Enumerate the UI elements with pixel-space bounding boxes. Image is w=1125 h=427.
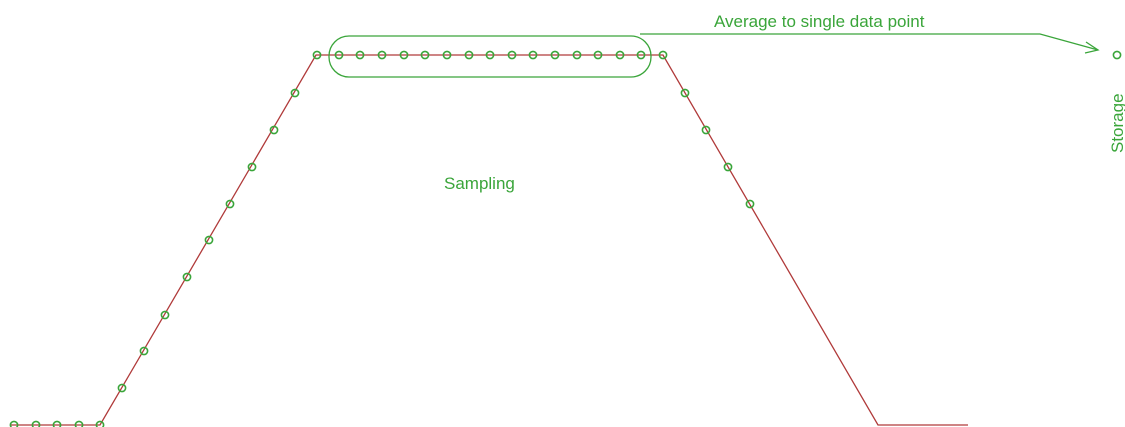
sample-point — [636, 50, 646, 60]
sample-point — [701, 125, 711, 135]
arrow-head-icon — [1084, 41, 1100, 54]
annotation-label: Average to single data point — [714, 12, 925, 31]
sample-point — [615, 50, 625, 60]
sample-point — [355, 50, 365, 60]
sample-point — [31, 420, 41, 427]
sample-point — [723, 162, 733, 172]
sample-point — [572, 50, 582, 60]
sample-point — [269, 125, 279, 135]
storage-point — [1112, 50, 1122, 60]
sample-point — [464, 50, 474, 60]
sample-point — [680, 88, 690, 98]
sample-point — [95, 420, 105, 427]
sample-point — [312, 50, 322, 60]
sample-point — [334, 50, 344, 60]
sample-point — [399, 50, 409, 60]
sample-point — [658, 50, 668, 60]
sample-point — [593, 50, 603, 60]
storage-label: Storage — [1108, 93, 1125, 153]
sample-point — [290, 88, 300, 98]
sample-point — [377, 50, 387, 60]
sample-point — [485, 50, 495, 60]
sample-point — [745, 199, 755, 209]
annotation-arrow-line — [640, 33, 1099, 51]
sample-point — [507, 50, 517, 60]
sample-point — [182, 272, 192, 282]
sample-point — [204, 235, 214, 245]
sample-point — [528, 50, 538, 60]
sample-point — [225, 199, 235, 209]
sample-point — [420, 50, 430, 60]
sample-point — [52, 420, 62, 427]
sample-point — [160, 310, 170, 320]
sampling-label: Sampling — [444, 174, 515, 193]
sample-point — [247, 162, 257, 172]
sample-point — [74, 420, 84, 427]
sample-points — [9, 50, 755, 427]
sample-point — [442, 50, 452, 60]
sample-point — [117, 383, 127, 393]
signal-line — [10, 54, 968, 426]
average-group-outline — [328, 35, 652, 78]
sample-point — [550, 50, 560, 60]
sample-point — [139, 346, 149, 356]
sample-point — [9, 420, 19, 427]
